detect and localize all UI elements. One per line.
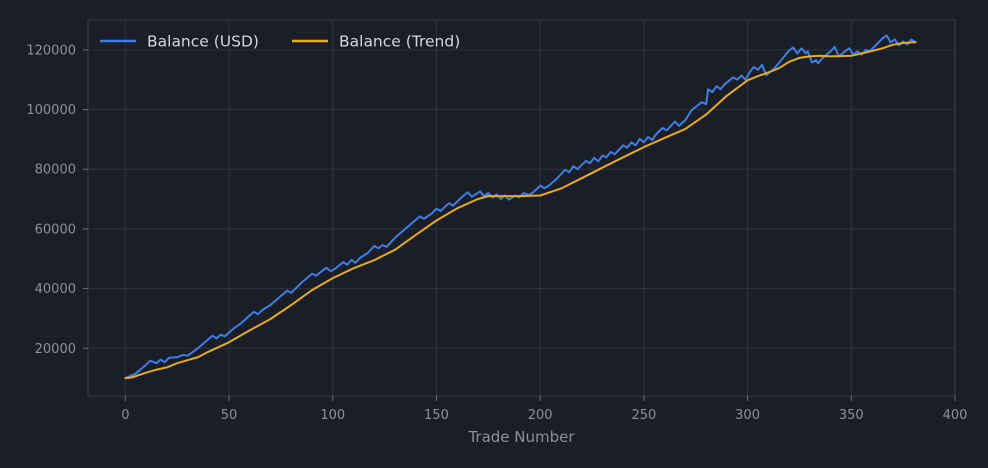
x-tick-label: 400: [943, 408, 968, 423]
legend-label: Balance (Trend): [339, 33, 460, 51]
x-tick-label: 150: [424, 408, 449, 423]
series-line-balance-trend: [124, 41, 917, 380]
x-tick-label: 0: [121, 408, 129, 423]
x-tick-label: 50: [221, 408, 238, 423]
series-layer: [124, 34, 917, 380]
x-tick-label: 100: [320, 408, 345, 423]
plot-frame: [87, 19, 956, 397]
x-tick-label: 300: [735, 408, 760, 423]
x-axis-title: Trade Number: [467, 428, 575, 446]
y-tick-label: 40000: [35, 282, 76, 297]
x-tick-label: 200: [528, 408, 553, 423]
y-axis: 20000 40000 60000 80000 100000 120000: [26, 43, 88, 357]
y-tick-label: 120000: [26, 43, 76, 58]
x-axis: 0 50 100 150 200 250 300 350 400: [121, 396, 967, 423]
series-line-balance-usd: [124, 34, 917, 380]
grid: [88, 20, 956, 396]
legend-label: Balance (USD): [147, 33, 259, 51]
y-tick-label: 80000: [35, 163, 76, 178]
x-tick-label: 250: [631, 408, 656, 423]
y-tick-label: 20000: [35, 342, 76, 357]
y-tick-label: 100000: [26, 103, 76, 118]
legend: Balance (USD) Balance (Trend): [100, 33, 460, 51]
x-tick-label: 350: [839, 408, 864, 423]
y-tick-label: 60000: [35, 222, 76, 237]
